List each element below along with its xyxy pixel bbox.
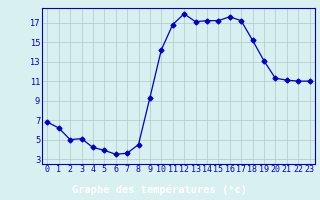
Text: Graphe des températures (°c): Graphe des températures (°c)	[73, 184, 247, 195]
